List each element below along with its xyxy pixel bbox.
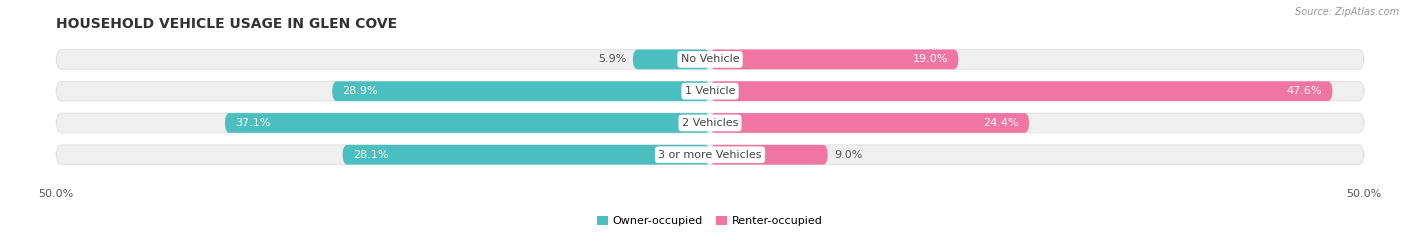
Text: Source: ZipAtlas.com: Source: ZipAtlas.com [1295, 7, 1399, 17]
Text: 9.0%: 9.0% [834, 150, 863, 160]
Text: 2 Vehicles: 2 Vehicles [682, 118, 738, 128]
FancyBboxPatch shape [332, 81, 710, 101]
FancyBboxPatch shape [710, 113, 1029, 133]
Text: 1 Vehicle: 1 Vehicle [685, 86, 735, 96]
Text: 28.1%: 28.1% [353, 150, 388, 160]
FancyBboxPatch shape [56, 113, 1364, 133]
FancyBboxPatch shape [56, 81, 1364, 101]
FancyBboxPatch shape [710, 81, 1333, 101]
Text: 5.9%: 5.9% [598, 55, 626, 64]
FancyBboxPatch shape [56, 145, 1364, 164]
Text: 24.4%: 24.4% [983, 118, 1018, 128]
FancyBboxPatch shape [633, 50, 710, 69]
Text: 3 or more Vehicles: 3 or more Vehicles [658, 150, 762, 160]
Text: 19.0%: 19.0% [912, 55, 948, 64]
FancyBboxPatch shape [710, 50, 959, 69]
Text: 28.9%: 28.9% [343, 86, 378, 96]
Text: 47.6%: 47.6% [1286, 86, 1322, 96]
FancyBboxPatch shape [343, 145, 710, 164]
Text: HOUSEHOLD VEHICLE USAGE IN GLEN COVE: HOUSEHOLD VEHICLE USAGE IN GLEN COVE [56, 17, 398, 31]
Text: No Vehicle: No Vehicle [681, 55, 740, 64]
FancyBboxPatch shape [56, 50, 1364, 69]
FancyBboxPatch shape [710, 145, 828, 164]
FancyBboxPatch shape [225, 113, 710, 133]
Legend: Owner-occupied, Renter-occupied: Owner-occupied, Renter-occupied [593, 212, 827, 229]
Text: 37.1%: 37.1% [235, 118, 271, 128]
